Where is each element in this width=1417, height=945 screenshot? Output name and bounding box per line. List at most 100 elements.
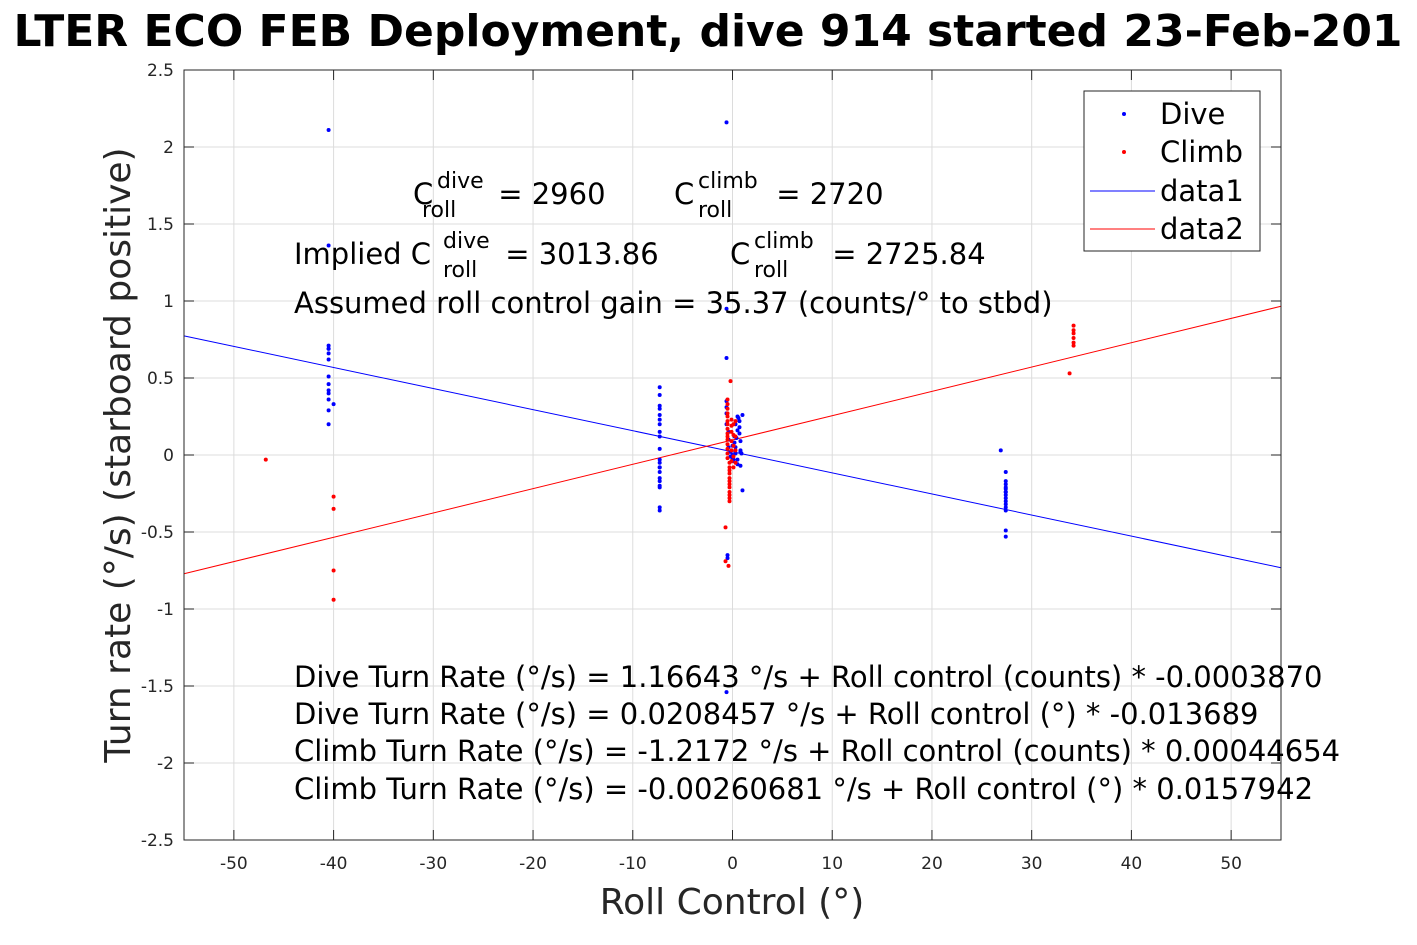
point-dive xyxy=(657,446,662,451)
legend-label-data2: data2 xyxy=(1160,212,1244,246)
point-climb xyxy=(731,465,736,470)
point-dive xyxy=(657,508,662,513)
point-dive xyxy=(657,429,662,434)
equation-dive-degrees: Dive Turn Rate (°/s) = 0.0208457 °/s + R… xyxy=(294,697,1259,731)
point-climb xyxy=(727,471,732,476)
point-climb xyxy=(725,437,730,442)
point-climb xyxy=(727,476,732,481)
plot-frame xyxy=(183,69,1282,841)
point-dive xyxy=(657,385,662,390)
point-dive xyxy=(728,454,733,459)
point-climb xyxy=(731,443,736,448)
y-tick-label: 0 xyxy=(163,446,174,466)
point-dive xyxy=(735,428,740,433)
point-dive xyxy=(657,505,662,510)
point-climb xyxy=(263,457,268,462)
y-tick-label: 1 xyxy=(163,292,174,312)
data-points xyxy=(263,120,1076,695)
point-climb xyxy=(725,426,730,431)
point-dive xyxy=(1003,499,1008,504)
x-axis-label: Roll Control (°) xyxy=(600,882,865,923)
point-dive xyxy=(326,374,331,379)
point-dive xyxy=(657,406,662,411)
point-climb xyxy=(729,429,734,434)
x-tick-label: 40 xyxy=(1121,854,1143,874)
point-dive xyxy=(326,388,331,393)
y-tick-label: 2 xyxy=(163,138,174,158)
point-dive xyxy=(737,419,742,424)
x-tick-label: 10 xyxy=(821,854,843,874)
point-climb xyxy=(725,419,730,424)
point-dive xyxy=(326,346,331,351)
point-dive xyxy=(326,351,331,356)
point-climb xyxy=(723,525,728,530)
x-tick-label: -40 xyxy=(320,854,348,874)
point-dive xyxy=(725,553,730,558)
point-climb xyxy=(733,460,738,465)
point-climb xyxy=(727,485,732,490)
legend-marker-climb xyxy=(1122,150,1126,154)
point-climb xyxy=(729,448,734,453)
legend-box xyxy=(1083,90,1261,252)
point-dive xyxy=(737,431,742,436)
point-dive xyxy=(657,476,662,481)
point-climb xyxy=(731,422,736,427)
point-dive xyxy=(725,556,730,561)
point-dive xyxy=(326,382,331,387)
point-climb xyxy=(731,454,736,459)
point-climb xyxy=(1071,328,1076,333)
point-climb xyxy=(725,397,730,402)
point-climb xyxy=(331,494,336,499)
point-dive xyxy=(724,355,729,360)
point-climb xyxy=(725,406,730,411)
legend: Dive Climb data1 data2 xyxy=(1083,90,1261,252)
point-climb xyxy=(725,456,730,461)
point-climb xyxy=(729,439,734,444)
point-climb xyxy=(725,422,730,427)
point-dive xyxy=(740,488,745,493)
point-dive xyxy=(1003,505,1008,510)
point-dive xyxy=(738,439,743,444)
point-dive xyxy=(724,120,729,125)
point-dive xyxy=(326,243,331,248)
x-tick-label: -30 xyxy=(419,854,447,874)
legend-label-dive: Dive xyxy=(1160,97,1225,131)
y-tick-label: -2.5 xyxy=(141,831,174,851)
point-climb xyxy=(728,379,733,384)
point-climb xyxy=(727,465,732,470)
point-dive xyxy=(657,434,662,439)
y-axis-label: Turn rate (°/s) (starboard positive) xyxy=(98,147,139,763)
point-dive xyxy=(657,479,662,484)
point-climb xyxy=(727,482,732,487)
point-dive xyxy=(735,457,740,462)
point-climb xyxy=(723,559,728,564)
point-dive xyxy=(1003,528,1008,533)
point-dive xyxy=(1003,482,1008,487)
x-tick-label: -10 xyxy=(619,854,647,874)
point-dive xyxy=(998,448,1003,453)
point-dive xyxy=(1003,502,1008,507)
point-climb xyxy=(729,459,734,464)
point-climb xyxy=(725,414,730,419)
y-tick-label: 2.5 xyxy=(147,61,174,81)
point-climb xyxy=(725,446,730,451)
point-climb xyxy=(727,499,732,504)
x-tick-label: 30 xyxy=(1021,854,1043,874)
y-tick-label: 1.5 xyxy=(147,215,174,235)
point-climb xyxy=(725,434,730,439)
point-climb xyxy=(331,506,336,511)
point-dive xyxy=(657,412,662,417)
point-dive xyxy=(1003,479,1008,484)
point-climb xyxy=(733,434,738,439)
point-dive xyxy=(738,463,743,468)
legend-label-data1: data1 xyxy=(1160,174,1244,208)
point-dive xyxy=(657,485,662,490)
x-tick-label: -20 xyxy=(519,854,547,874)
point-climb xyxy=(727,468,732,473)
point-dive xyxy=(657,392,662,397)
legend-label-climb: Climb xyxy=(1160,135,1243,169)
